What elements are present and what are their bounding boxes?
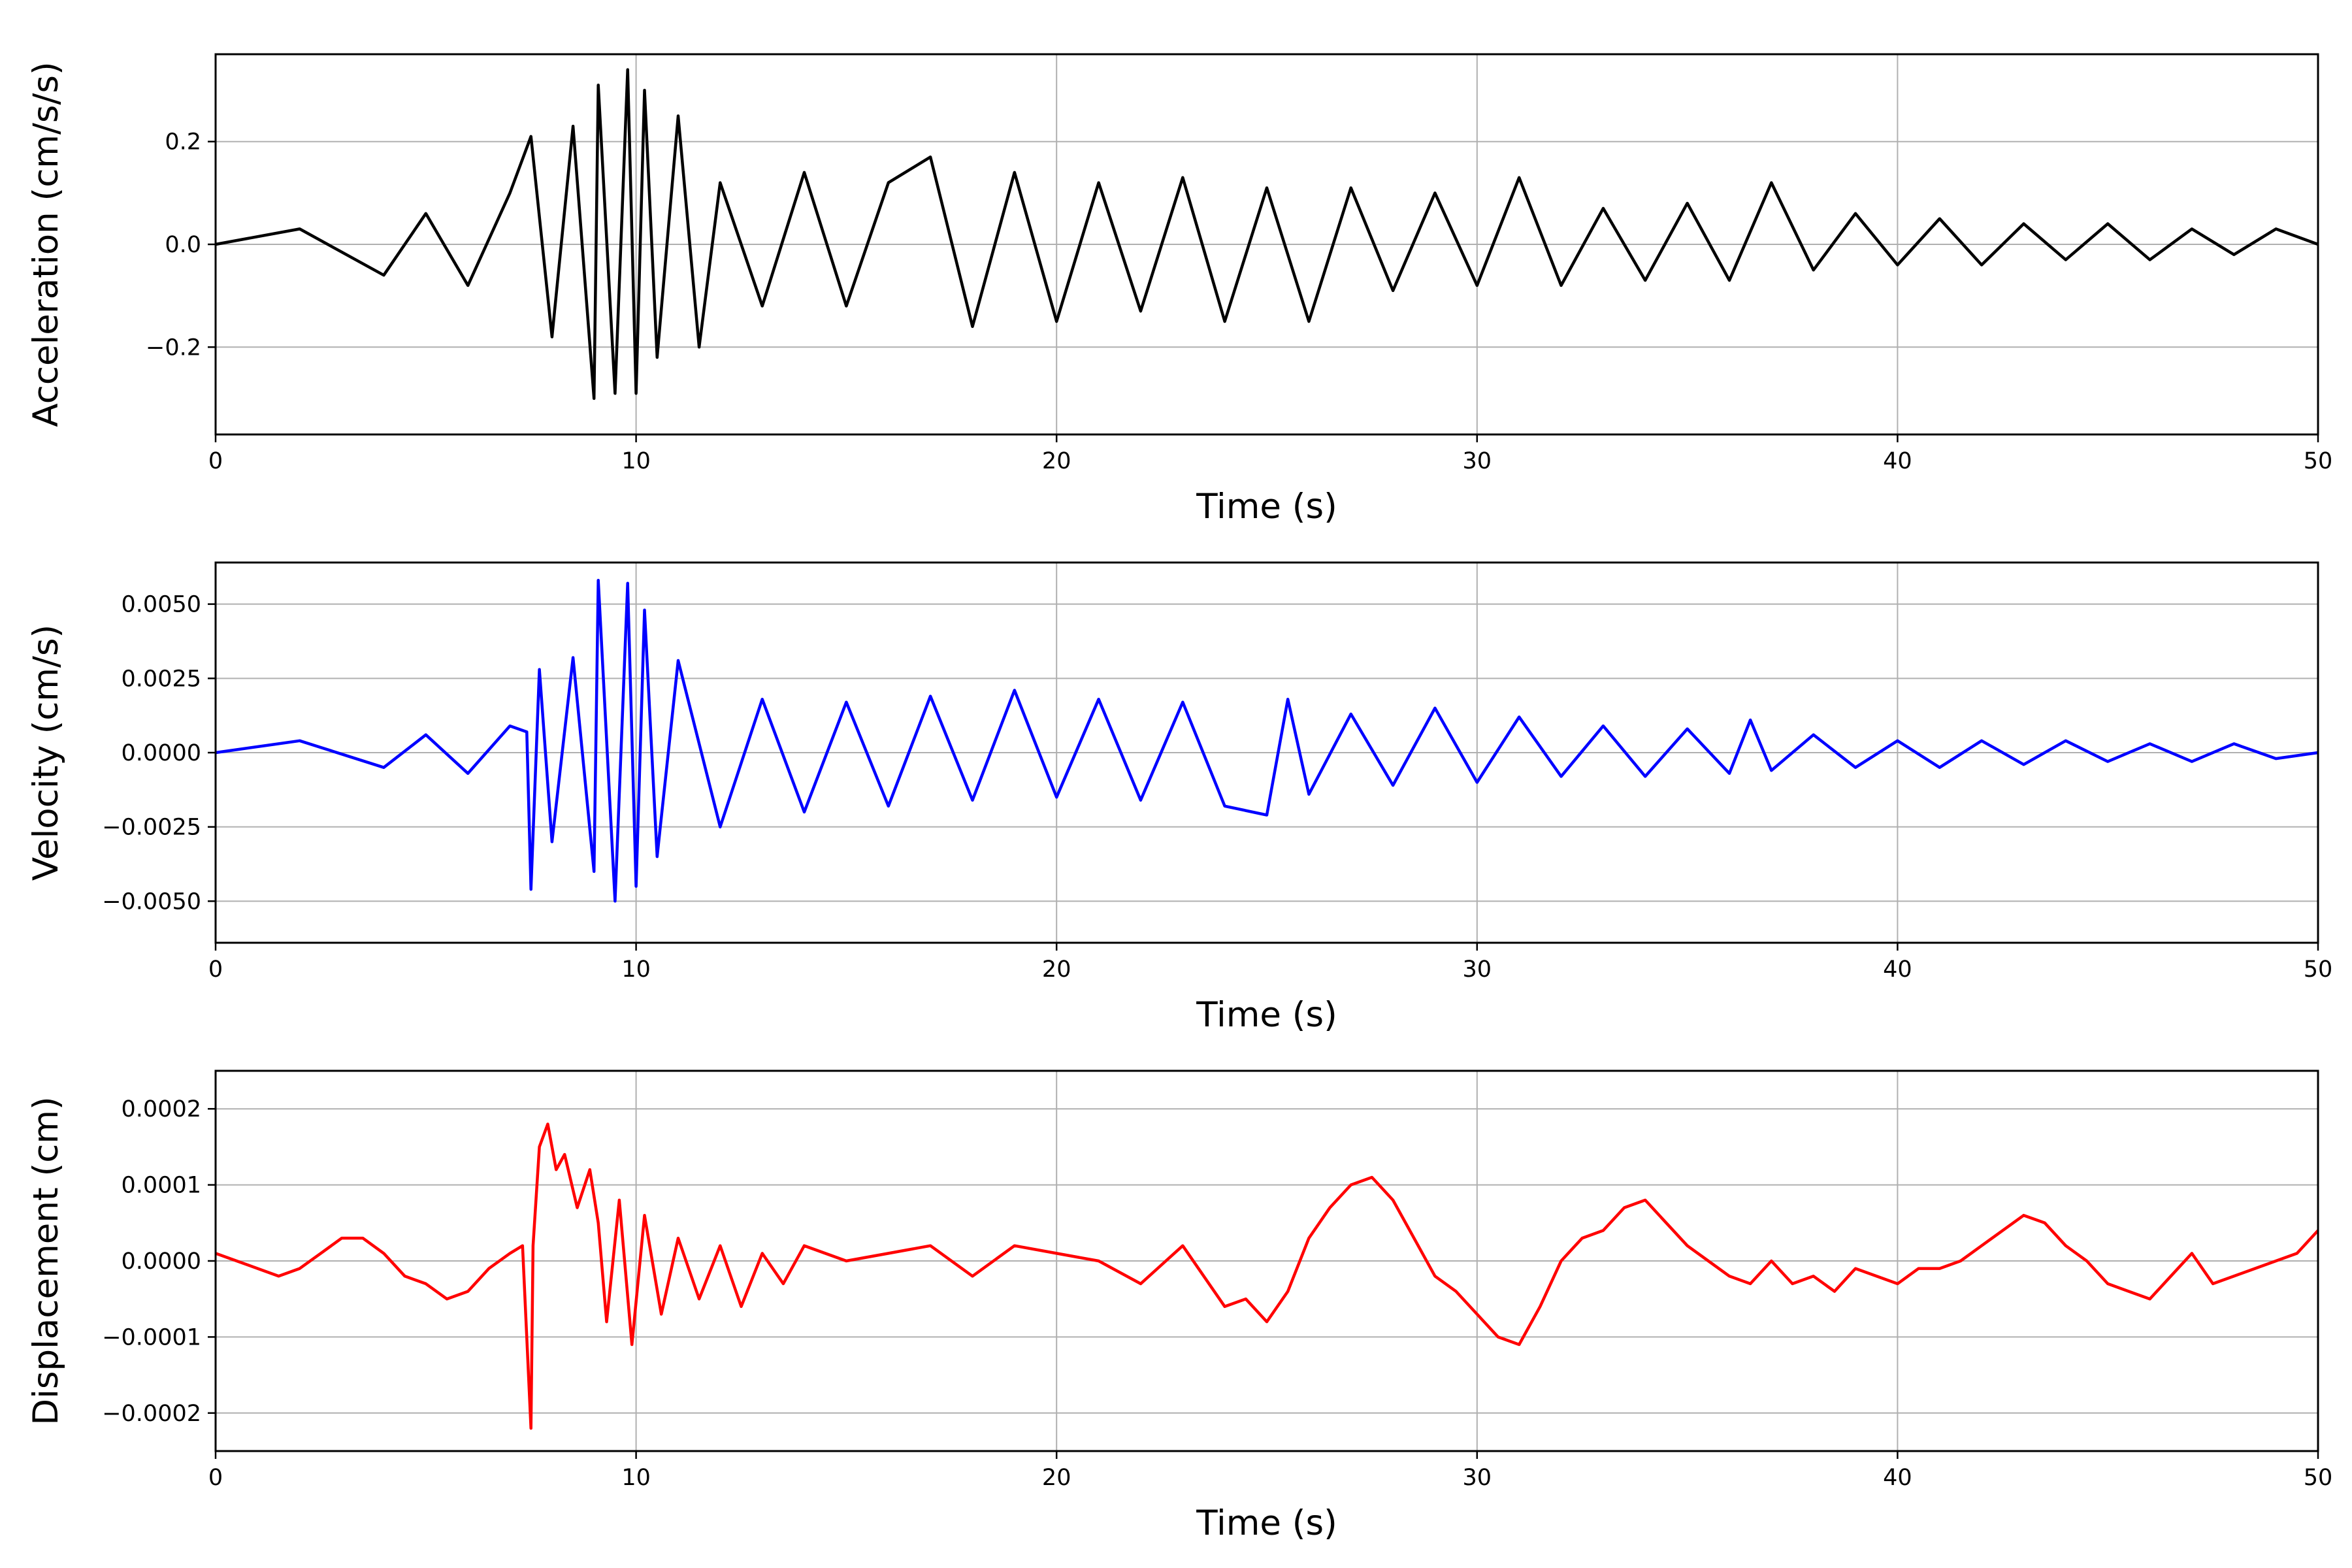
- acceleration-plot-frame: [214, 53, 2319, 436]
- velocity-x-tick-label: 20: [1042, 956, 1071, 983]
- velocity-x-axis-label: Time (s): [1196, 995, 1337, 1035]
- displacement-plot-frame: [214, 1070, 2319, 1452]
- acceleration-x-tick-label: 10: [621, 448, 651, 474]
- acceleration-y-tick-label: −0.2: [146, 335, 201, 361]
- velocity-ticks: 0 10 20 30 40 50 0.0050 0.0025 0.0000 −0.0025 −0.0…: [102, 592, 2332, 983]
- displacement-x-axis-label: Time (s): [1196, 1503, 1337, 1543]
- acceleration-x-tick-label: 0: [208, 448, 223, 474]
- displacement-y-tick-label: −0.0002: [102, 1401, 201, 1427]
- velocity-x-tick-label: 50: [2304, 956, 2333, 983]
- acceleration-ticks: 0 10 20 30 40 50 0.2 0.0 −0.2: [146, 129, 2332, 474]
- displacement-x-tick-label: 20: [1042, 1465, 1071, 1491]
- displacement-y-tick-label: 0.0000: [122, 1249, 201, 1275]
- acceleration-x-tick-label: 40: [1883, 448, 1912, 474]
- acceleration-series: [215, 68, 2319, 400]
- acceleration-x-tick-label: 30: [1463, 448, 1492, 474]
- acceleration-x-tick-label: 20: [1042, 448, 1071, 474]
- velocity-x-tick-label: 0: [208, 956, 223, 983]
- acceleration-y-tick-label: 0.2: [165, 129, 201, 155]
- velocity-x-tick-label: 40: [1883, 956, 1912, 983]
- acceleration-panel: 0 10 20 30 40 50 0.2 0.0 −0.2 Time (s) Accelerat…: [26, 53, 2332, 527]
- acceleration-x-tick-label: 50: [2304, 448, 2333, 474]
- displacement-x-tick-label: 30: [1463, 1465, 1492, 1491]
- velocity-series: [215, 579, 2319, 903]
- displacement-series-line: [215, 1122, 2319, 1430]
- acceleration-x-axis-label: Time (s): [1196, 487, 1337, 527]
- velocity-series-line: [215, 579, 2319, 903]
- displacement-x-tick-label: 40: [1883, 1465, 1912, 1491]
- velocity-y-tick-label: 0.0000: [122, 740, 201, 766]
- acceleration-series-line: [215, 68, 2319, 400]
- displacement-y-tick-label: −0.0001: [102, 1324, 201, 1350]
- velocity-y-tick-label: −0.0025: [102, 815, 201, 841]
- velocity-y-tick-label: −0.0050: [102, 889, 201, 915]
- velocity-x-tick-label: 10: [621, 956, 651, 983]
- displacement-series: [215, 1122, 2319, 1430]
- acceleration-y-axis-label: Acceleration (cm/s/s): [26, 61, 66, 427]
- velocity-y-tick-label: 0.0025: [122, 666, 201, 692]
- velocity-x-tick-label: 30: [1463, 956, 1492, 983]
- acceleration-y-tick-label: 0.0: [165, 232, 201, 258]
- displacement-x-tick-label: 10: [621, 1465, 651, 1491]
- displacement-y-tick-label: 0.0001: [122, 1173, 201, 1199]
- velocity-plot-frame: [214, 561, 2319, 944]
- displacement-y-axis-label: Displacement (cm): [26, 1096, 66, 1425]
- velocity-y-tick-label: 0.0050: [122, 592, 201, 618]
- displacement-ticks: 0 10 20 30 40 50 0.0002 0.0001 0.0000 −0.0001 −0.0…: [102, 1096, 2332, 1491]
- displacement-x-tick-label: 50: [2304, 1465, 2333, 1491]
- velocity-y-axis-label: Velocity (cm/s): [26, 625, 66, 881]
- displacement-y-tick-label: 0.0002: [122, 1096, 201, 1122]
- velocity-grid: [215, 563, 2319, 943]
- velocity-panel: 0 10 20 30 40 50 0.0050 0.0025 0.0000 −0.0025 −0.0…: [26, 561, 2332, 1035]
- displacement-x-tick-label: 0: [208, 1465, 223, 1491]
- displacement-panel: 0 10 20 30 40 50 0.0002 0.0001 0.0000 −0.0001 −0.0…: [26, 1070, 2332, 1543]
